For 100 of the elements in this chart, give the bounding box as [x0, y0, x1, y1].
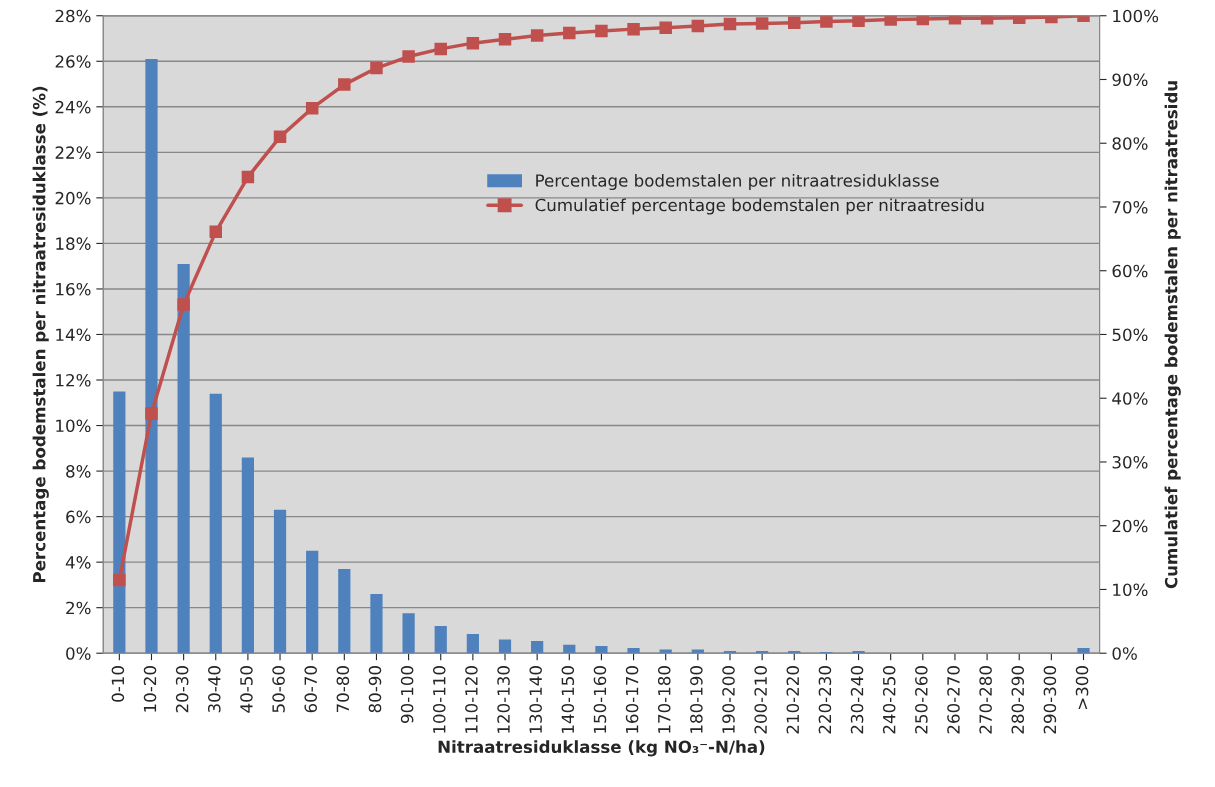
y2-tick-label: 70% [1112, 200, 1148, 214]
y2-tick-label: 100% [1113, 9, 1159, 23]
x-tick-label: 240-250 [882, 666, 896, 734]
bar [563, 644, 576, 654]
y-tick-label: 2% [66, 601, 91, 615]
x-tick-label: 20-30 [175, 666, 189, 713]
y-tick-label: 28% [55, 9, 91, 23]
y2-tick-label: 60% [1112, 264, 1148, 278]
x-tick-label: 250-260 [915, 666, 928, 734]
x-tick-label: 50-60 [272, 666, 285, 713]
x-tick-label: 210-220 [786, 666, 800, 734]
legend-label: Cumulatief percentage bodemstalen per nitraatresidu [535, 198, 984, 215]
x-tick-label: 120-130 [497, 666, 510, 733]
x-tick-label: >300 [1075, 666, 1089, 710]
point [916, 15, 930, 26]
x-tick-label: 60-70 [304, 666, 318, 713]
y2-tick-label: 10% [1113, 583, 1148, 597]
point [305, 101, 319, 115]
point [627, 22, 640, 36]
bar [145, 59, 158, 654]
bar [1077, 647, 1090, 654]
bar [466, 634, 479, 654]
bar [531, 640, 544, 654]
x-tick-label: 10-20 [143, 666, 157, 712]
x-axis-title: Nitraatresiduklasse (kg NO₃⁻-N/ha) [438, 740, 765, 757]
x-tick-label: 260-270 [947, 666, 960, 734]
bar [241, 457, 255, 654]
point [434, 42, 447, 56]
point [755, 17, 769, 30]
y2-tick-label: 40% [1112, 392, 1148, 405]
point [852, 15, 865, 28]
x-tick-label: 110-120 [465, 666, 478, 733]
bar [209, 393, 222, 654]
x-tick-label: 30-40 [207, 666, 221, 713]
y-tick-label: 8% [66, 465, 91, 478]
bar [402, 613, 415, 654]
bar [113, 391, 126, 654]
y-tick-label: 22% [55, 146, 91, 159]
point [659, 21, 672, 35]
point [241, 170, 255, 184]
x-tick-label: 180-190 [690, 666, 703, 733]
y-tick-label: 14% [56, 328, 91, 342]
y2-tick-label: 30% [1112, 455, 1148, 469]
point [595, 24, 608, 38]
point [884, 15, 897, 26]
point [563, 26, 576, 40]
x-tick-label: 220-230 [818, 666, 832, 734]
x-tick-label: 290-300 [1043, 666, 1057, 734]
bar [852, 650, 865, 654]
point [530, 29, 544, 42]
bar [177, 263, 190, 654]
x-tick-label: 40-50 [240, 666, 253, 713]
y-tick-label: 20% [55, 191, 91, 205]
y-axis-title: Percentage bodemstalen per nitraatresiduklasse (%) [32, 86, 49, 583]
point [788, 16, 801, 29]
x-tick-label: 100-110 [432, 666, 446, 733]
x-tick-label: 150-160 [593, 666, 607, 733]
bar [627, 647, 640, 654]
x-tick-label: 270-280 [979, 666, 992, 734]
x-tick-label: 0-10 [111, 666, 125, 702]
x-tick-label: 130-140 [529, 666, 542, 733]
point [113, 573, 126, 587]
bar [306, 550, 319, 654]
point [177, 298, 190, 311]
y2-tick-label: 50% [1112, 328, 1148, 342]
y-tick-label: 24% [55, 100, 91, 114]
x-tick-label: 140-150 [561, 666, 575, 733]
y2-tick-label: 90% [1112, 73, 1148, 87]
y2-axis-title: Cumulatief percentage bodemstalen per nitraatresidu [1164, 81, 1181, 589]
y2-tick-label: 0% [1112, 647, 1137, 660]
y-tick-label: 26% [55, 55, 91, 68]
x-tick-label: 160-170 [625, 666, 639, 733]
point [402, 50, 415, 63]
y-tick-label: 6% [66, 510, 91, 524]
x-tick-label: 280-290 [1011, 666, 1025, 734]
x-tick-label: 80-90 [368, 666, 382, 713]
bar [434, 625, 447, 654]
point [209, 225, 223, 239]
point [273, 130, 287, 144]
x-tick-label: 70-80 [336, 666, 350, 713]
point [980, 15, 994, 25]
y2-tick-label: 80% [1112, 137, 1148, 150]
x-tick-label: 170-180 [657, 666, 671, 733]
y-tick-label: 0% [66, 647, 91, 660]
point [820, 15, 833, 28]
point [948, 15, 962, 25]
legend-label: Percentage bodemstalen per nitraatresiduklasse [536, 173, 939, 191]
x-tick-label: 190-200 [722, 666, 735, 733]
y-tick-label: 16% [56, 282, 91, 296]
bar [273, 509, 287, 654]
point [370, 61, 383, 75]
point [691, 19, 705, 33]
bar [595, 645, 608, 654]
bar [338, 568, 351, 654]
x-tick-label: 90-100 [400, 666, 414, 723]
point [498, 33, 512, 46]
y-tick-label: 12% [56, 373, 91, 387]
point [338, 78, 351, 91]
y-tick-label: 10% [56, 419, 91, 433]
y2-tick-label: 20% [1112, 519, 1148, 533]
